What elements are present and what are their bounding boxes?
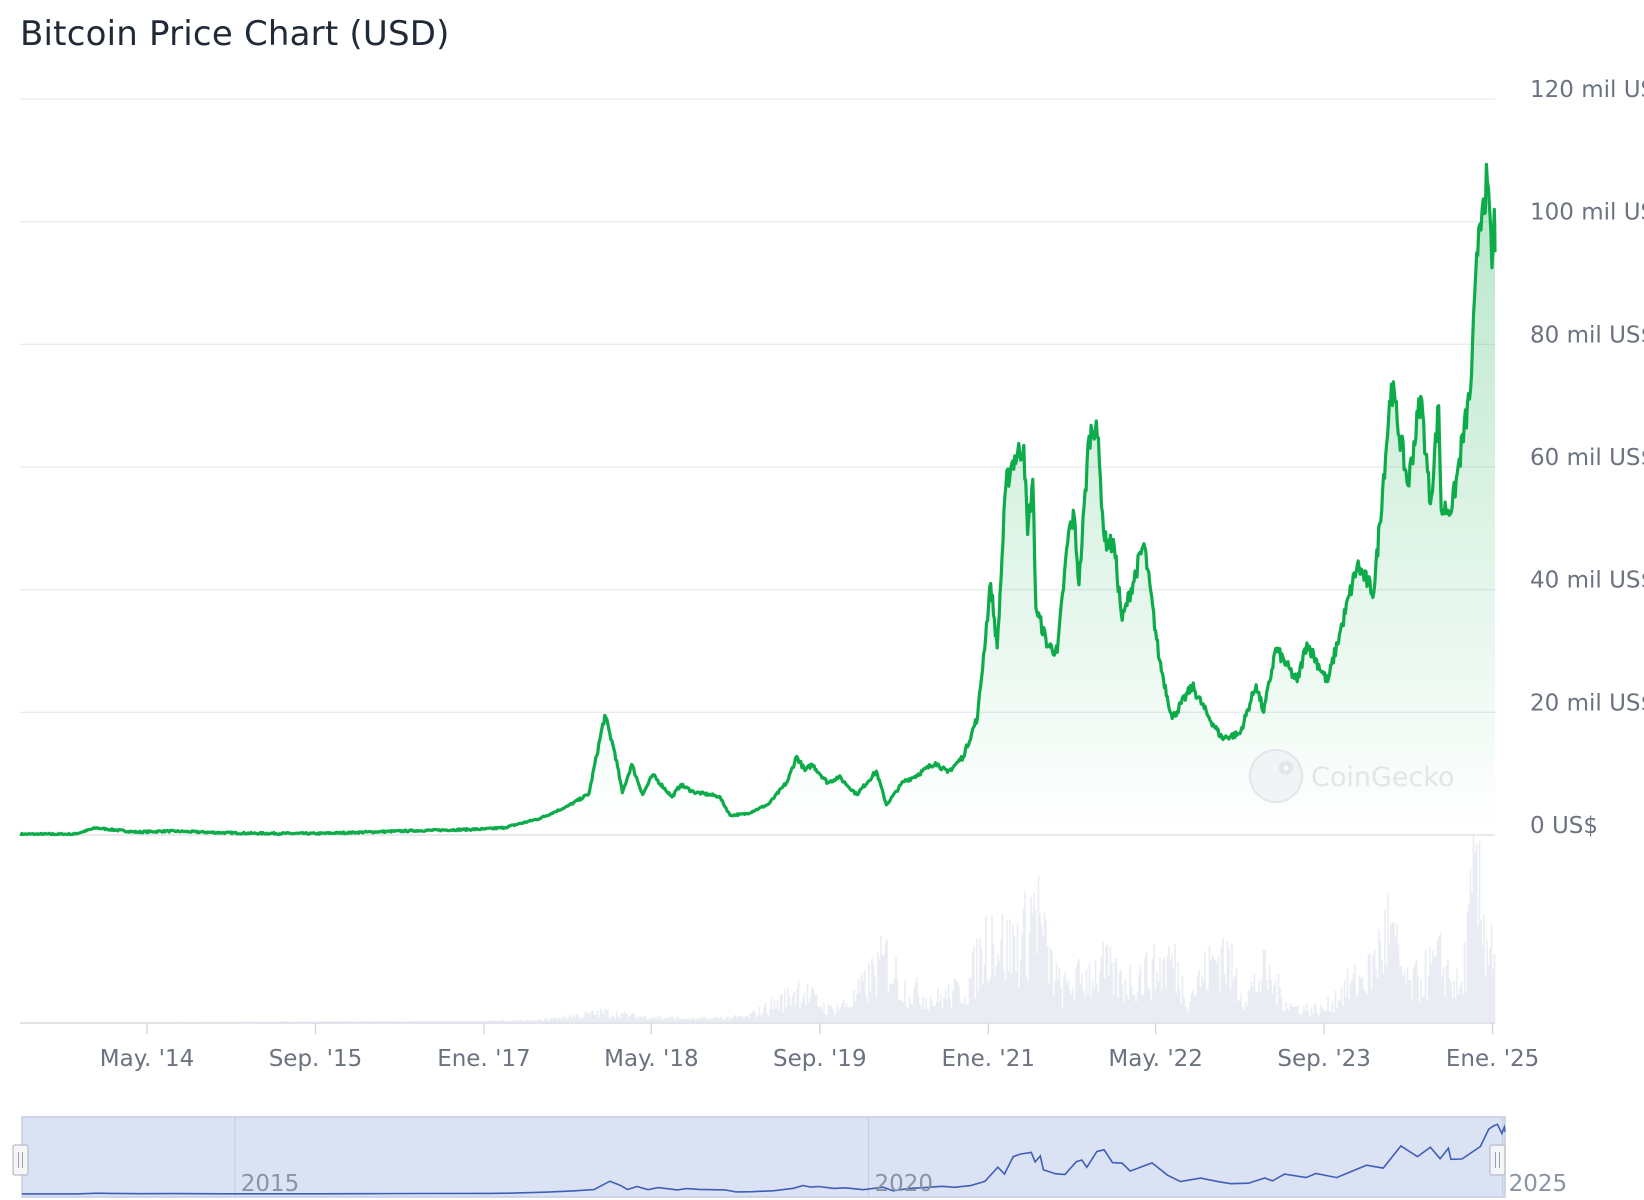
x-axis: May. '14 Sep. '15 Ene. '17 May. '18 Sep. '19… xyxy=(20,1022,1539,1072)
x-tick-label: May. '22 xyxy=(1108,1046,1202,1072)
y-tick-label: 80 mil US$ xyxy=(1530,322,1644,348)
x-tick-label: Sep. '15 xyxy=(269,1046,363,1072)
time-navigator[interactable]: 2015 2020 2025 xyxy=(12,1116,1567,1198)
y-axis-labels: 120 mil US$ 100 mil US$ 80 mil US$ 60 mil U… xyxy=(1530,77,1644,839)
x-tick-label: Sep. '19 xyxy=(773,1046,867,1072)
x-tick-label: May. '18 xyxy=(604,1046,698,1072)
x-tick-label: Sep. '23 xyxy=(1277,1046,1371,1072)
price-line xyxy=(19,162,1497,837)
navigator-line xyxy=(22,1123,1506,1195)
coingecko-logo-icon xyxy=(1249,749,1303,803)
y-tick-label: 40 mil US$ xyxy=(1530,568,1644,594)
navigator-year-label: 2015 xyxy=(241,1171,300,1197)
navigator-selection[interactable] xyxy=(21,1116,1506,1198)
navigator-year-label: 2020 xyxy=(874,1171,933,1197)
volume-bars xyxy=(139,832,1496,1022)
chart-title: Bitcoin Price Chart (USD) xyxy=(20,14,450,54)
x-tick-label: Ene. '25 xyxy=(1446,1046,1539,1072)
navigator-labels: 2015 2020 2025 xyxy=(241,1171,1567,1197)
volume-bar-series xyxy=(139,832,1496,1022)
y-tick-label: 60 mil US$ xyxy=(1530,445,1644,471)
navigator-year-label: 2025 xyxy=(1509,1171,1568,1197)
navigator-series xyxy=(22,1123,1506,1195)
navigator-left-handle[interactable] xyxy=(12,1144,29,1176)
y-tick-label: 120 mil US$ xyxy=(1530,77,1644,103)
y-tick-label: 0 US$ xyxy=(1530,813,1598,839)
x-tick-label: Ene. '21 xyxy=(942,1046,1035,1072)
navigator-right-handle[interactable] xyxy=(1489,1144,1506,1176)
x-tick-label: May. '14 xyxy=(100,1046,194,1072)
price-area-fill xyxy=(20,164,1495,836)
watermark: CoinGecko xyxy=(1249,749,1455,803)
watermark-label: CoinGecko xyxy=(1311,762,1455,793)
x-tick-label: Ene. '17 xyxy=(437,1046,530,1072)
y-tick-label: 100 mil US$ xyxy=(1530,200,1644,226)
y-tick-label: 20 mil US$ xyxy=(1530,690,1644,716)
price-area xyxy=(19,162,1497,837)
